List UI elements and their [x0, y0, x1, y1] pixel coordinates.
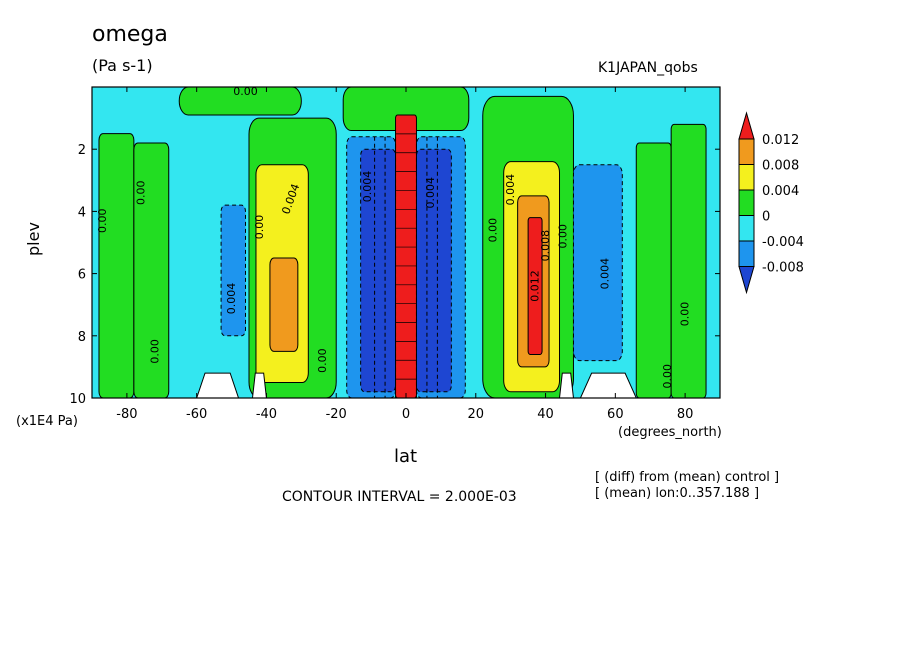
contour-region-1: [133, 142, 170, 398]
colorbar-label-2: 0.004: [762, 184, 799, 199]
x-tick-label-0: -80: [116, 407, 137, 422]
contour-label-15: 0.004: [598, 258, 611, 290]
contour-label-0: 0.00: [96, 208, 109, 233]
mean-note: [ (mean) lon:0..357.188 ]: [595, 486, 760, 501]
colorbar-bottom-arrow: [738, 266, 755, 295]
y-tick-label-4: 10: [69, 392, 86, 407]
contour-region-10: [527, 217, 543, 355]
x-tick-label-6: 40: [537, 407, 554, 422]
missing-data-region-1: [251, 372, 267, 398]
contour-region-5: [269, 257, 299, 352]
contour-region-11: [635, 142, 672, 398]
colorbar-segment-4: [738, 215, 755, 242]
colorbar-segment-5: [738, 240, 755, 267]
colorbar-label-0: 0.012: [762, 133, 799, 148]
contour-label-8: 0.004: [361, 171, 374, 203]
colorbar-top-arrow: [738, 111, 755, 140]
chart-title: omega: [92, 22, 168, 47]
missing-data-region-2: [559, 372, 574, 398]
y-axis-scale-label: (x1E4 Pa): [16, 414, 78, 429]
y-tick-label-0: 2: [78, 143, 86, 158]
x-tick-label-5: 20: [468, 407, 485, 422]
contour-region-18: [572, 164, 623, 362]
contour-label-3: 0.00: [233, 85, 258, 98]
chart-units: (Pa s-1): [92, 56, 153, 75]
y-tick-label-3: 8: [78, 330, 86, 345]
contour-label-11: 0.004: [504, 174, 517, 206]
diff-note: [ (diff) from (mean) control ]: [595, 470, 780, 485]
contour-region-2: [178, 87, 302, 116]
contour-region-12: [670, 123, 707, 398]
x-tick-label-1: -60: [186, 407, 207, 422]
colorbar-label-5: -0.008: [762, 261, 804, 276]
x-axis-units: (degrees_north): [618, 425, 722, 440]
contour-interval-note: CONTOUR INTERVAL = 2.000E-03: [282, 489, 517, 505]
contour-label-2: 0.00: [148, 339, 161, 364]
contour-label-13: 0.008: [539, 230, 552, 261]
plot-area: 0.00 0.00 0.00 0.00 0.004 0.00 0.004 0.00 0.004 0…: [92, 85, 720, 398]
x-tick-label-2: -40: [256, 407, 277, 422]
contour-label-16: 0.00: [679, 302, 692, 327]
colorbar-segment-3: [738, 189, 755, 216]
colorbar-label-3: 0: [762, 210, 770, 225]
contour-label-9: 0.004: [424, 177, 437, 209]
missing-data-region-0: [196, 372, 240, 398]
contour-label-5: 0.00: [253, 215, 266, 240]
colorbar-segment-1: [738, 138, 755, 165]
x-axis-label: lat: [394, 446, 418, 467]
colorbar-label-1: 0.008: [762, 159, 799, 174]
contour-label-4: 0.004: [225, 283, 238, 315]
y-tick-label-1: 4: [78, 205, 86, 220]
contour-region-0: [98, 133, 135, 398]
colorbar-label-4: -0.004: [762, 235, 804, 250]
contour-label-12: 0.012: [529, 270, 542, 302]
x-tick-label-8: 80: [677, 407, 694, 422]
missing-data-region-3: [579, 372, 637, 398]
contour-label-17: 0.00: [661, 364, 674, 389]
contour-label-7: 0.00: [316, 348, 329, 373]
x-tick-label-7: 60: [607, 407, 624, 422]
contour-label-1: 0.00: [134, 180, 147, 205]
run-label: K1JAPAN_qobs: [598, 60, 698, 76]
contour-region-13: [220, 204, 247, 337]
x-tick-label-4: 0: [402, 407, 410, 422]
contour-label-10: 0.00: [487, 218, 500, 243]
y-tick-label-2: 6: [78, 268, 86, 283]
contour-region-19: [395, 114, 417, 398]
contour-label-14: 0.00: [557, 224, 570, 249]
colorbar-segment-2: [738, 164, 755, 191]
x-tick-label-3: -20: [326, 407, 347, 422]
